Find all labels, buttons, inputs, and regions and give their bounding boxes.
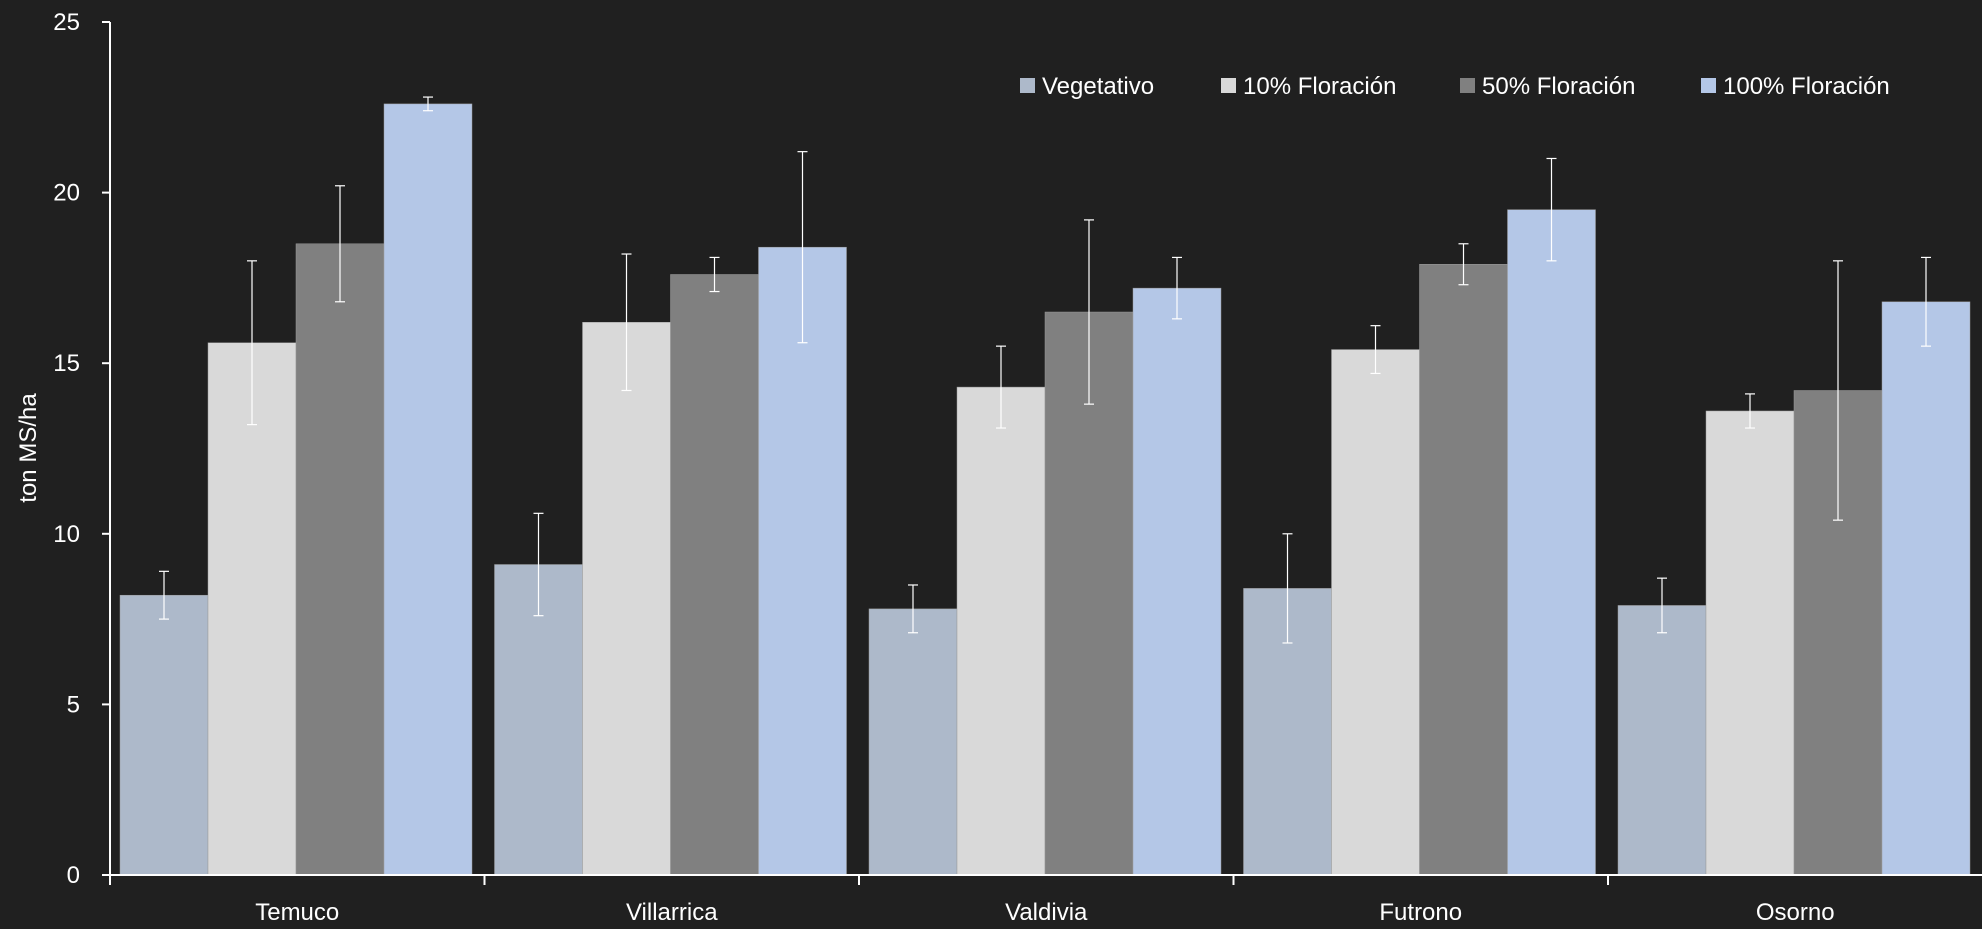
error-bar [908, 584, 918, 634]
bar [1132, 287, 1222, 876]
x-tick-label: Valdivia [1005, 899, 1088, 926]
bar [119, 594, 209, 876]
error-bar [159, 570, 169, 620]
series-2 [295, 243, 1883, 876]
y-tick-label: 25 [53, 9, 80, 36]
y-tick-label: 10 [53, 521, 80, 548]
error-bar [533, 512, 544, 617]
series-1 [207, 322, 1795, 876]
bar [1705, 410, 1795, 876]
legend-item: Vegetativo [1020, 73, 1154, 100]
bar [383, 103, 473, 876]
error-bar [1458, 243, 1469, 286]
bar [1507, 209, 1596, 876]
error-bar [335, 185, 345, 303]
error-bar [709, 256, 720, 293]
legend-item: 50% Floración [1460, 73, 1635, 100]
bar [868, 608, 958, 876]
x-tick-label: Temuco [255, 899, 339, 926]
y-axis-title-group: ton MS/ha [15, 393, 42, 503]
error-bar [1172, 256, 1182, 320]
legend-swatch [1701, 78, 1716, 93]
error-bar [1921, 256, 1931, 347]
legend-label: 100% Floración [1723, 73, 1890, 100]
error-bar [1833, 260, 1843, 521]
y-axis-title: ton MS/ha [15, 393, 42, 503]
error-bar [1084, 219, 1094, 405]
bar [207, 342, 297, 876]
error-bar [1546, 157, 1557, 262]
x-tick-label: Villarrica [626, 899, 718, 926]
legend-label: Vegetativo [1042, 73, 1154, 100]
bar [956, 386, 1046, 876]
bar [1419, 264, 1508, 876]
legend-item: 100% Floración [1701, 73, 1890, 100]
bar [670, 274, 759, 876]
bar [1044, 311, 1134, 876]
y-tick-label: 0 [67, 862, 80, 889]
bar [758, 246, 847, 876]
legend-swatch [1020, 78, 1035, 93]
bars-layer [119, 103, 1971, 876]
error-bar [621, 253, 632, 392]
y-tick-label: 20 [53, 180, 80, 207]
axes-layer: 0 5 10 15 20 25 Temuco Villarrica Valdivia Futron… [53, 9, 1982, 926]
legend-swatch [1460, 78, 1475, 93]
y-tick-label: 5 [67, 691, 80, 718]
legend-item: 10% Floración [1221, 73, 1396, 100]
legend-swatch [1221, 78, 1236, 93]
error-bar [1370, 325, 1381, 375]
error-bar [1745, 393, 1755, 429]
error-bar [247, 260, 257, 426]
error-bar [1657, 577, 1667, 634]
series-3 [383, 103, 1971, 876]
bar [295, 243, 385, 876]
legend-label: 50% Floración [1482, 73, 1635, 100]
bar [1881, 301, 1971, 876]
error-bar [996, 345, 1006, 429]
error-bar [1282, 533, 1293, 644]
bar [1331, 349, 1420, 876]
legend-label: 10% Floración [1243, 73, 1396, 100]
bar [582, 322, 671, 876]
legend: Vegetativo 10% Floración 50% Floración 100%… [1020, 73, 1890, 100]
error-bar [423, 96, 433, 112]
y-tick-label: 15 [53, 350, 80, 377]
x-tick-label: Futrono [1379, 899, 1462, 926]
bar [1617, 605, 1707, 876]
x-tick-label: Osorno [1756, 899, 1835, 926]
error-bar [797, 151, 808, 344]
error-bars-layer [159, 96, 1931, 644]
